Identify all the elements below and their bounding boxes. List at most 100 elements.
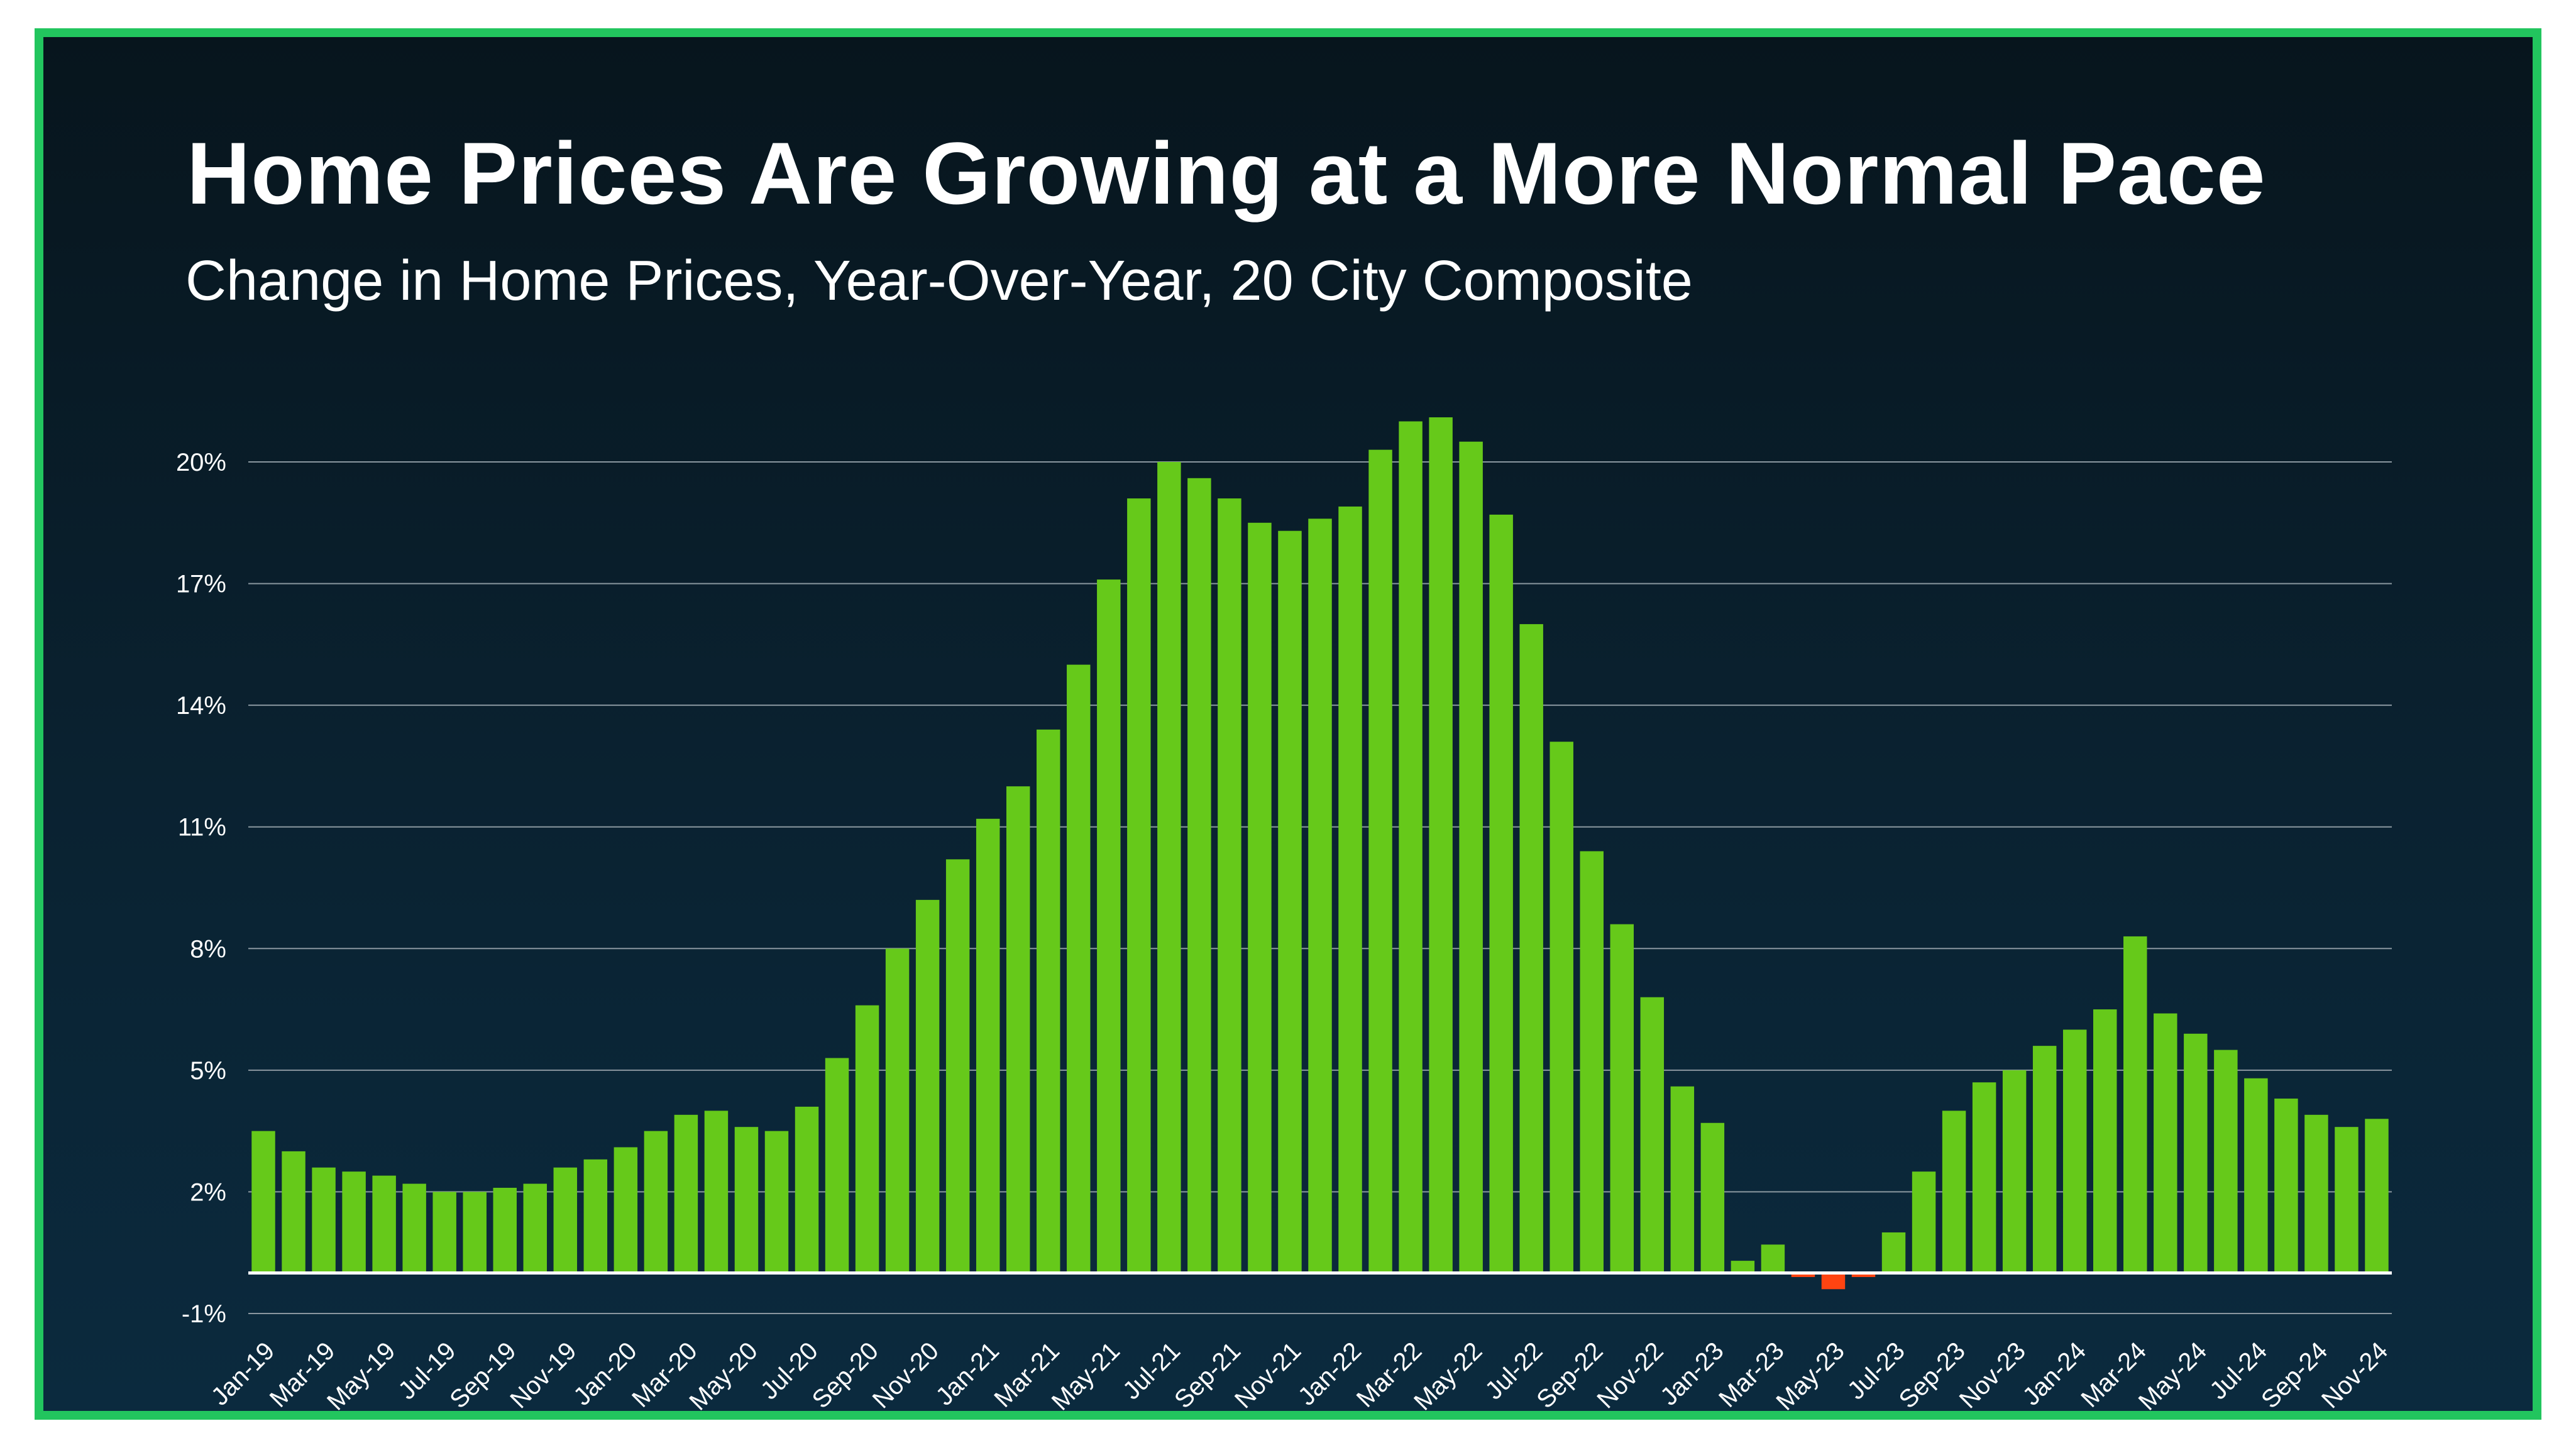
bar-apr-24: [2154, 1013, 2177, 1273]
bar-mar-19: [312, 1167, 336, 1273]
x-tick-label: Jan-23: [1655, 1337, 1729, 1411]
bar-jan-19: [251, 1131, 275, 1273]
bar-jul-20: [795, 1106, 819, 1273]
bar-oct-19: [523, 1183, 547, 1273]
bar-sep-20: [855, 1005, 879, 1273]
bar-jun-21: [1127, 498, 1151, 1273]
x-tick-label: Nov-21: [1230, 1337, 1306, 1413]
bar-jun-23: [1851, 1273, 1876, 1277]
x-tick-label: Sep-22: [1531, 1337, 1608, 1413]
x-tick-label: Jan-20: [568, 1337, 642, 1411]
bar-aug-24: [2274, 1099, 2298, 1273]
x-tick-label: Nov-19: [505, 1337, 581, 1413]
bar-jan-22: [1338, 506, 1362, 1273]
bar-aug-20: [825, 1058, 849, 1273]
bar-nov-24: [2365, 1119, 2389, 1273]
x-tick-label: Jan-22: [1293, 1337, 1367, 1411]
bar-may-24: [2184, 1033, 2208, 1273]
bar-feb-22: [1368, 449, 1392, 1273]
bar-aug-21: [1187, 478, 1211, 1273]
bar-mar-20: [674, 1114, 698, 1273]
bar-sep-21: [1218, 498, 1241, 1273]
bar-jan-20: [614, 1147, 638, 1273]
bar-oct-24: [2335, 1127, 2359, 1273]
bar-mar-23: [1761, 1244, 1785, 1273]
bar-jun-22: [1489, 514, 1513, 1273]
x-tick-label: May-23: [1771, 1337, 1849, 1415]
y-tick-label: -1%: [182, 1300, 226, 1328]
bar-oct-21: [1248, 522, 1272, 1273]
x-tick-label: Nov-23: [1954, 1337, 2031, 1413]
bar-jun-20: [764, 1131, 789, 1273]
bar-jul-24: [2244, 1078, 2268, 1273]
x-tick-label: Jan-24: [2017, 1337, 2091, 1411]
y-tick-label: 5%: [190, 1057, 226, 1085]
y-tick-label: 8%: [190, 935, 226, 963]
bar-nov-21: [1278, 530, 1302, 1273]
bar-nov-19: [553, 1167, 578, 1273]
bar-feb-24: [2093, 1009, 2117, 1273]
x-tick-label: May-19: [322, 1337, 400, 1415]
bar-dec-19: [583, 1159, 608, 1273]
x-tick-label: Sep-24: [2256, 1337, 2333, 1413]
bar-dec-20: [945, 859, 970, 1273]
x-tick-label: Jan-19: [206, 1337, 280, 1411]
x-tick-label: Nov-22: [1592, 1337, 1668, 1413]
bar-dec-22: [1670, 1086, 1695, 1273]
y-tick-label: 14%: [176, 692, 226, 720]
x-tick-label: Sep-19: [444, 1337, 521, 1413]
bar-sep-24: [2304, 1114, 2328, 1273]
bar-sep-23: [1942, 1111, 1966, 1273]
x-axis-tick-labels: Jan-19Mar-19May-19Jul-19Sep-19Nov-19Jan-…: [206, 1337, 2394, 1415]
bar-jun-24: [2214, 1050, 2238, 1273]
x-tick-label: Sep-23: [1894, 1337, 1971, 1413]
bar-may-23: [1821, 1273, 1846, 1290]
bar-apr-19: [342, 1171, 366, 1273]
x-tick-label: May-21: [1047, 1337, 1125, 1415]
bar-jul-21: [1157, 462, 1181, 1273]
bar-may-21: [1097, 579, 1121, 1273]
bar-dec-21: [1308, 518, 1332, 1273]
chart-title: Home Prices Are Growing at a More Normal…: [187, 124, 2266, 222]
x-tick-label: May-22: [1409, 1337, 1487, 1415]
bar-may-20: [734, 1127, 759, 1273]
bar-jul-23: [1881, 1232, 1906, 1273]
bar-feb-20: [644, 1131, 668, 1273]
bar-mar-24: [2123, 936, 2147, 1273]
bar-mar-21: [1037, 729, 1060, 1273]
bar-may-22: [1459, 441, 1483, 1273]
bar-aug-22: [1549, 742, 1573, 1273]
bar-feb-21: [1006, 786, 1030, 1273]
bar-aug-23: [1912, 1171, 1936, 1273]
bar-oct-20: [885, 948, 910, 1273]
bar-apr-20: [704, 1111, 729, 1273]
bar-jan-24: [2062, 1029, 2087, 1273]
bar-jun-19: [402, 1183, 426, 1273]
y-axis-tick-labels: -1% 2% 5% 8% 11% 14% 17% 20%: [176, 449, 226, 1328]
y-tick-label: 20%: [176, 449, 226, 476]
bar-apr-22: [1429, 417, 1453, 1273]
x-tick-label: Jan-21: [930, 1337, 1005, 1411]
bar-nov-23: [2002, 1070, 2027, 1273]
x-tick-label: Nov-20: [867, 1337, 944, 1413]
bar-nov-20: [915, 899, 940, 1273]
chart-subtitle: Change in Home Prices, Year-Over-Year, 2…: [185, 250, 1693, 312]
bar-apr-21: [1067, 664, 1091, 1273]
bar-sep-22: [1580, 851, 1604, 1273]
x-tick-label: May-24: [2133, 1337, 2212, 1415]
bar-feb-23: [1731, 1261, 1755, 1273]
x-tick-label: Nov-24: [2316, 1337, 2393, 1413]
x-tick-label: Sep-20: [807, 1337, 884, 1413]
bar-aug-19: [463, 1192, 487, 1273]
bar-dec-23: [2032, 1046, 2057, 1273]
bar-sep-19: [493, 1187, 517, 1273]
bar-apr-23: [1791, 1273, 1815, 1277]
bar-jul-22: [1519, 624, 1543, 1273]
bar-jan-23: [1700, 1122, 1725, 1273]
bar-may-19: [372, 1175, 396, 1273]
y-tick-label: 11%: [178, 814, 226, 842]
bar-jul-19: [432, 1192, 456, 1273]
bar-jan-21: [976, 818, 1000, 1273]
bar-oct-22: [1610, 924, 1634, 1273]
